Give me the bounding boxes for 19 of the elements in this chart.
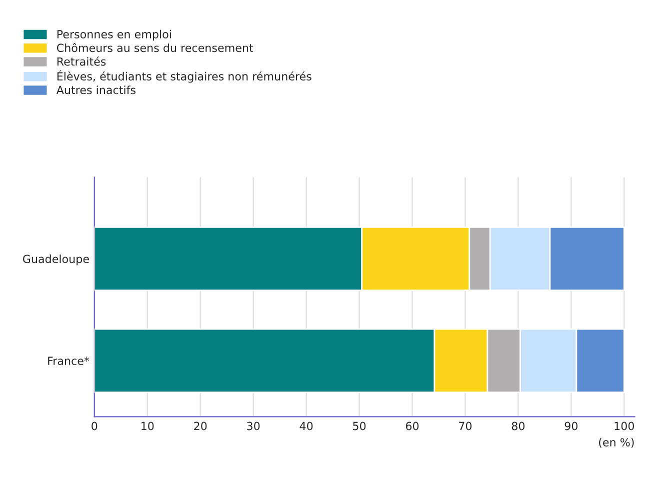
legend-label: Personnes en emploi — [57, 30, 171, 41]
y-tick-label: Guadeloupe — [22, 254, 89, 266]
x-tick-label: 100 — [614, 422, 634, 430]
x-tick-label: 50 — [353, 422, 366, 430]
legend-label: Élèves, étudiants et stagiaires non rémunérés — [57, 70, 312, 83]
x-tick-label: 20 — [194, 422, 207, 430]
legend-label: Retraités — [57, 56, 106, 66]
x-tick-label: 60 — [406, 422, 419, 430]
x-tick-label: 40 — [300, 422, 313, 430]
x-tick-label: 30 — [247, 422, 260, 430]
x-tick-label: 70 — [459, 422, 472, 430]
y-tick-label: France* — [48, 356, 90, 366]
x-tick-label: 80 — [512, 422, 525, 430]
legend-label: Autres inactifs — [56, 86, 136, 94]
x-tick-label: 10 — [142, 422, 154, 430]
x-axis-title: (en %) — [599, 438, 634, 448]
x-tick-label: 90 — [564, 422, 578, 430]
legend-label: Chômeurs au sens du recensement — [56, 43, 254, 52]
x-tick-label: 0 — [92, 422, 98, 430]
